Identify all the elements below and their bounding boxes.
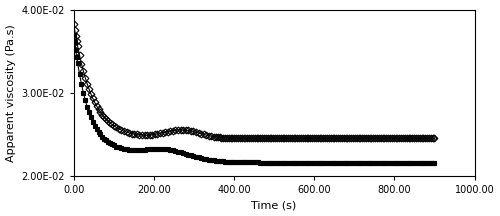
X-axis label: Time (s): Time (s) <box>252 200 296 210</box>
Y-axis label: Apparent viscosity (Pa.s): Apparent viscosity (Pa.s) <box>6 24 16 162</box>
